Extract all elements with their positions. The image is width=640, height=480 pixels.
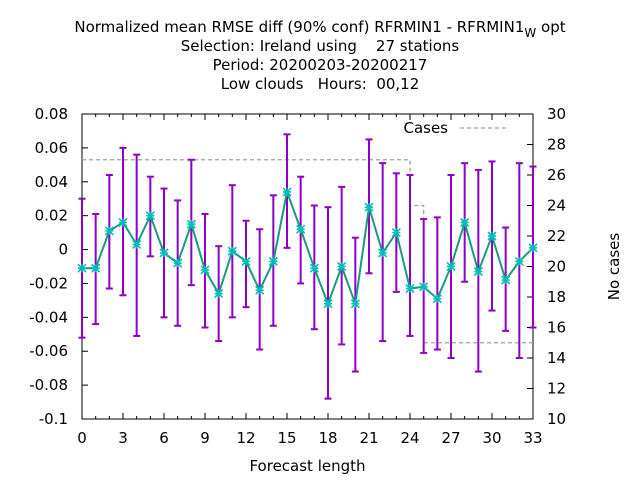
data-point bbox=[405, 283, 415, 294]
chart-title-line-2: Selection: Ireland using 27 stations bbox=[180, 37, 460, 55]
x-tick-label: 0 bbox=[77, 429, 87, 447]
y2-tick-label: 14 bbox=[547, 349, 566, 367]
data-point bbox=[241, 256, 251, 266]
data-point bbox=[77, 263, 87, 273]
data-point bbox=[159, 248, 169, 258]
y2-tick-label: 10 bbox=[547, 410, 566, 428]
y-tick-label: -0.02 bbox=[29, 274, 68, 292]
x-tick-label: 3 bbox=[118, 429, 128, 447]
y-tick-label: -0.1 bbox=[39, 410, 68, 428]
y2-axis-label: No cases bbox=[605, 233, 623, 301]
x-tick-label: 12 bbox=[236, 429, 255, 447]
x-tick-label: 21 bbox=[359, 429, 378, 447]
cases-line bbox=[82, 159, 533, 344]
error-bar bbox=[406, 174, 414, 337]
chart-title-line-3: Period: 20200203-20200217 bbox=[212, 56, 428, 74]
y-tick-label: 0.08 bbox=[35, 105, 68, 123]
data-point bbox=[364, 202, 374, 212]
legend-label: Cases bbox=[403, 119, 448, 137]
y-tick-label: 0 bbox=[58, 241, 68, 259]
data-point bbox=[186, 219, 196, 229]
x-tick-label: 27 bbox=[441, 429, 460, 447]
data-point bbox=[132, 239, 142, 250]
x-tick-label: 24 bbox=[400, 429, 419, 447]
y-tick-label: -0.06 bbox=[29, 342, 68, 360]
y-tick-label: 0.06 bbox=[35, 139, 68, 157]
chart-title-line-1: Normalized mean RMSE diff (90% conf) RFR… bbox=[0, 18, 640, 41]
data-point bbox=[200, 265, 210, 275]
chart-title-line-4: Low clouds Hours: 00,12 bbox=[220, 75, 420, 93]
data-point bbox=[104, 226, 114, 236]
data-point bbox=[214, 289, 224, 299]
y-tick-label: 0.02 bbox=[35, 207, 68, 225]
y-tick-label: 0.04 bbox=[35, 173, 68, 191]
title-line1-tail: opt bbox=[541, 18, 566, 36]
y2-tick-label: 20 bbox=[547, 258, 566, 276]
data-point bbox=[173, 258, 183, 268]
y2-tick-label: 28 bbox=[547, 136, 566, 154]
data-point bbox=[255, 285, 265, 295]
y2-tick-label: 18 bbox=[547, 288, 566, 306]
data-point bbox=[350, 299, 360, 309]
x-tick-label: 6 bbox=[159, 429, 169, 447]
y-tick-label: -0.08 bbox=[29, 376, 68, 394]
y2-tick-label: 22 bbox=[547, 227, 566, 245]
data-point bbox=[514, 256, 524, 266]
mean-line bbox=[82, 188, 534, 307]
x-tick-label: 30 bbox=[482, 429, 501, 447]
data-point bbox=[268, 256, 278, 266]
data-point bbox=[391, 228, 401, 238]
y2-tick-label: 16 bbox=[547, 319, 566, 337]
title-line1-subscript: W bbox=[524, 26, 537, 40]
x-tick-label: 9 bbox=[200, 429, 210, 447]
data-point bbox=[309, 263, 319, 273]
data-point bbox=[296, 224, 306, 234]
y2-tick-label: 30 bbox=[547, 105, 566, 123]
x-axis-label: Forecast length bbox=[249, 457, 365, 475]
data-point bbox=[282, 187, 292, 197]
data-point bbox=[528, 243, 538, 253]
x-tick-label: 33 bbox=[523, 429, 542, 447]
data-point bbox=[323, 299, 333, 309]
y-tick-label: -0.04 bbox=[29, 308, 68, 326]
data-point bbox=[145, 211, 155, 221]
x-tick-label: 15 bbox=[277, 429, 296, 447]
data-point bbox=[118, 217, 128, 228]
data-point bbox=[432, 294, 442, 304]
data-point bbox=[227, 246, 237, 256]
y2-tick-label: 24 bbox=[547, 197, 566, 215]
data-point bbox=[337, 261, 347, 272]
data-point bbox=[487, 231, 497, 241]
error-bar bbox=[433, 216, 441, 351]
data-point bbox=[473, 267, 483, 277]
data-point bbox=[378, 248, 388, 258]
data-point bbox=[419, 282, 429, 292]
data-point bbox=[501, 275, 511, 285]
data-point bbox=[91, 263, 101, 273]
y2-tick-label: 12 bbox=[547, 380, 566, 398]
x-tick-label: 18 bbox=[318, 429, 337, 447]
data-point bbox=[446, 261, 456, 272]
data-point bbox=[460, 217, 470, 228]
y2-tick-label: 26 bbox=[547, 166, 566, 184]
title-line1-main: Normalized mean RMSE diff (90% conf) RFR… bbox=[74, 18, 525, 36]
